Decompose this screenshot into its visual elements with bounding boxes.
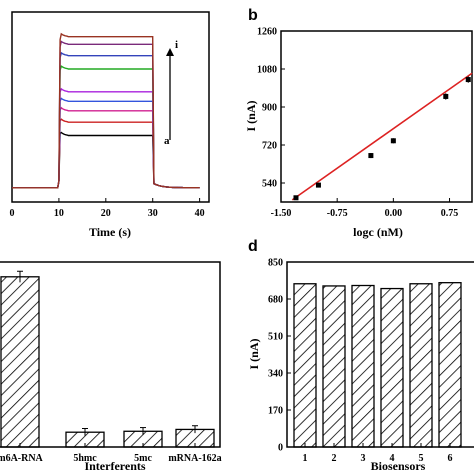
data-point bbox=[315, 182, 321, 188]
a-xtick-label: 10 bbox=[54, 208, 64, 219]
b-ytick-label: 720 bbox=[262, 141, 277, 152]
d-ytick-label: 170 bbox=[268, 406, 283, 417]
panel-d-ylabel: I (nA) bbox=[247, 338, 261, 369]
b-ytick-label: 900 bbox=[262, 103, 277, 114]
data-point bbox=[465, 77, 471, 83]
b-xtick-label: 0.00 bbox=[385, 208, 403, 219]
panel-a-traces bbox=[12, 32, 200, 189]
trace-4 bbox=[12, 97, 200, 189]
panel-b-label: b bbox=[248, 7, 258, 24]
panel-b-frame bbox=[280, 30, 473, 203]
d-ytick-label: 850 bbox=[268, 258, 283, 269]
panel-c: m6A-RNA 5hmc 5mc mRNA-162a Interferents bbox=[0, 261, 222, 473]
trace-9 bbox=[12, 32, 200, 189]
b-ytick-label: 1080 bbox=[257, 65, 277, 76]
panel-a-x-ticks: 0 10 20 30 40 bbox=[10, 198, 205, 219]
bar bbox=[293, 283, 317, 448]
c-xtick-label: m6A-RNA bbox=[0, 453, 44, 464]
bar bbox=[438, 282, 462, 448]
d-xtick-label: 6 bbox=[448, 453, 453, 464]
panel-d-plot: 1 2 3 4 5 6 0 170 340 510 680 850 bbox=[268, 258, 462, 464]
d-xtick-label: 4 bbox=[390, 453, 395, 464]
panel-b-xlabel: logc (nM) bbox=[353, 225, 403, 239]
bar bbox=[322, 285, 346, 448]
panel-a-arrowhead bbox=[166, 48, 174, 56]
bar bbox=[351, 284, 375, 448]
data-point bbox=[443, 93, 449, 99]
a-xtick-label: 0 bbox=[10, 208, 15, 219]
d-xtick-label: 5 bbox=[419, 453, 424, 464]
bar bbox=[380, 287, 404, 448]
c-xtick-label: 5mc bbox=[134, 453, 152, 464]
panel-c-frame bbox=[0, 261, 221, 448]
d-ytick-label: 340 bbox=[268, 369, 283, 380]
data-point bbox=[390, 138, 396, 144]
trace-2 bbox=[12, 118, 200, 189]
b-xtick-label: 0.75 bbox=[441, 208, 459, 219]
panel-a-annotation-top: i bbox=[175, 39, 178, 51]
d-ytick-label: 0 bbox=[278, 443, 283, 454]
panel-a-annotation-bottom: a bbox=[164, 135, 170, 147]
b-ytick-label: 1260 bbox=[257, 27, 277, 38]
trace-3 bbox=[12, 106, 200, 189]
c-xtick-label: 5hmc bbox=[73, 453, 97, 464]
panel-b: b 540 720 900 1080 1260 -1.50 -0.75 0.00 0.75 lo… bbox=[244, 7, 473, 239]
panel-c-xlabel: Interferents bbox=[84, 459, 145, 473]
b-xtick-label: -0.75 bbox=[327, 208, 348, 219]
b-xtick-label: -1.50 bbox=[271, 208, 292, 219]
a-xtick-label: 20 bbox=[101, 208, 111, 219]
trace-1 bbox=[12, 131, 200, 189]
bar bbox=[0, 276, 40, 448]
d-xtick-label: 1 bbox=[303, 453, 308, 464]
panel-d: d 1 2 3 4 5 6 0 170 340 510 680 850 Biosensors I (n… bbox=[247, 238, 474, 473]
b-ytick-label: 540 bbox=[262, 179, 277, 190]
bar bbox=[409, 283, 433, 448]
panel-b-ylabel: I (nA) bbox=[244, 100, 258, 131]
panel-d-xlabel: Biosensors bbox=[371, 459, 426, 473]
fit-line bbox=[291, 72, 473, 201]
c-xtick-label: mRNA-162a bbox=[168, 453, 221, 464]
panel-b-plot: 540 720 900 1080 1260 -1.50 -0.75 0.00 0.75 bbox=[257, 27, 473, 219]
panel-a-frame bbox=[11, 11, 210, 203]
d-ytick-label: 510 bbox=[268, 332, 283, 343]
trace-6 bbox=[12, 65, 200, 189]
a-xtick-label: 40 bbox=[195, 208, 205, 219]
data-point bbox=[293, 195, 299, 201]
trace-7 bbox=[12, 51, 200, 189]
trace-8 bbox=[12, 40, 200, 189]
a-xtick-label: 30 bbox=[148, 208, 158, 219]
panel-d-label: d bbox=[248, 238, 258, 255]
d-xtick-label: 2 bbox=[332, 453, 337, 464]
trace-5 bbox=[12, 87, 200, 189]
panel-a: 0 10 20 30 40 Time (s) i a bbox=[10, 11, 210, 239]
data-point bbox=[368, 153, 374, 159]
panel-a-xlabel: Time (s) bbox=[89, 225, 131, 239]
panel-c-plot: m6A-RNA 5hmc 5mc mRNA-162a bbox=[0, 270, 222, 464]
d-ytick-label: 680 bbox=[268, 295, 283, 306]
d-xtick-label: 3 bbox=[361, 453, 366, 464]
